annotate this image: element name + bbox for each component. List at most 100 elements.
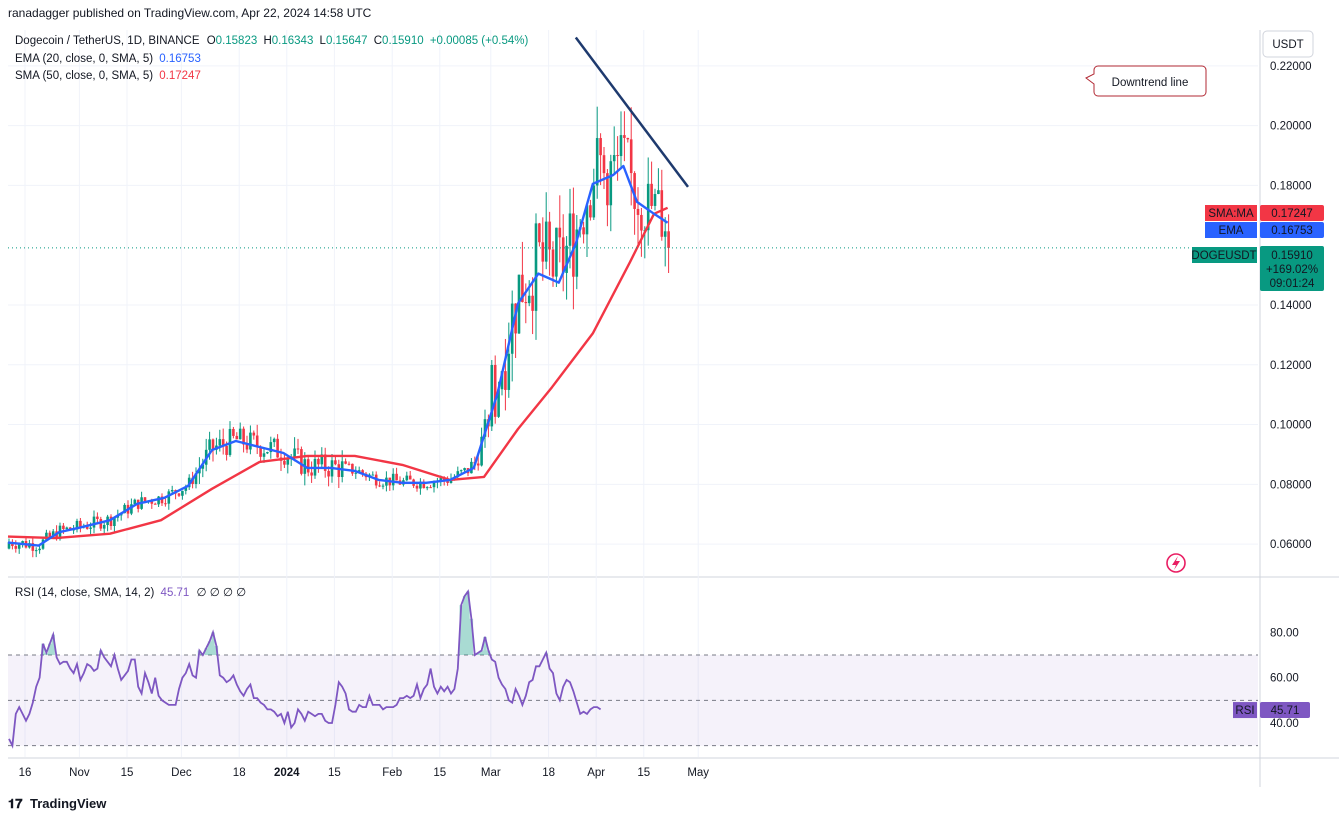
candle-body bbox=[344, 461, 347, 464]
candle-body bbox=[459, 470, 463, 472]
symbol-tag-bg bbox=[1192, 247, 1257, 263]
price-tag-bg bbox=[1260, 246, 1324, 291]
symbol-label[interactable]: Dogecoin / TetherUS, 1D, BINANCE bbox=[15, 35, 200, 47]
time-tick-label: 18 bbox=[542, 767, 555, 779]
candle-body bbox=[14, 546, 18, 549]
candle-body bbox=[548, 221, 551, 250]
rsi-tick-label: 80.00 bbox=[1270, 627, 1299, 639]
flash-icon-bolt bbox=[1172, 556, 1180, 570]
candle-body bbox=[507, 353, 511, 390]
currency-label: USDT bbox=[1272, 39, 1303, 51]
candle-body bbox=[143, 497, 147, 502]
candle-body bbox=[306, 459, 310, 473]
candle-body bbox=[252, 432, 256, 436]
downtrend-line[interactable] bbox=[574, 36, 689, 188]
candle-body bbox=[660, 190, 664, 237]
sma-tag-value: 0.17247 bbox=[1271, 208, 1313, 220]
candle-body bbox=[334, 460, 337, 465]
candle-body bbox=[395, 473, 398, 481]
time-tick-label: Feb bbox=[382, 767, 402, 779]
candle-body bbox=[276, 438, 279, 458]
candle-body bbox=[201, 464, 205, 469]
candle-body bbox=[296, 448, 300, 450]
candle-body bbox=[589, 205, 592, 218]
time-tick-label: 16 bbox=[19, 767, 32, 779]
candle-body bbox=[184, 487, 188, 491]
candle-body bbox=[255, 435, 259, 448]
candle-body bbox=[351, 463, 354, 474]
sma-legend[interactable]: SMA (50, close, 0, SMA, 5) 0.17247 bbox=[15, 70, 201, 82]
candle-body bbox=[561, 237, 565, 273]
candle-body bbox=[527, 295, 531, 304]
candle-body bbox=[181, 490, 184, 496]
candle-body bbox=[626, 137, 630, 140]
currency-button[interactable] bbox=[1262, 30, 1314, 58]
change-percent: +169.02% bbox=[1266, 264, 1318, 276]
annotation-callout[interactable] bbox=[1085, 65, 1207, 97]
candle-body bbox=[504, 371, 507, 390]
rsi-legend[interactable]: RSI (14, close, SMA, 14, 2) 45.71 ∅ ∅ ∅ … bbox=[15, 587, 247, 599]
candle-body bbox=[317, 458, 320, 465]
candle-body bbox=[75, 520, 79, 530]
candle-body bbox=[531, 295, 534, 311]
rsi-name-bg bbox=[1233, 702, 1257, 719]
change-value: +0.00085 (+0.54%) bbox=[429, 35, 529, 47]
candle-body bbox=[650, 183, 653, 206]
candle-body bbox=[419, 481, 422, 489]
candle-body bbox=[96, 516, 99, 519]
close-value: 0.15910 bbox=[382, 35, 424, 47]
candle-body bbox=[612, 155, 616, 162]
candle-body bbox=[446, 480, 449, 483]
candle-body bbox=[378, 485, 381, 487]
low-value: 0.15647 bbox=[325, 35, 368, 47]
candle-body bbox=[269, 442, 273, 453]
candle-body bbox=[653, 194, 657, 206]
last-price-value: 0.15910 bbox=[1271, 250, 1313, 262]
candle-body bbox=[619, 135, 623, 157]
candle-body bbox=[663, 231, 667, 237]
ema-20-line bbox=[7, 164, 669, 547]
open-value: 0.15823 bbox=[215, 35, 258, 47]
candle-body bbox=[167, 491, 171, 504]
candle-body bbox=[221, 439, 225, 446]
candle-body bbox=[408, 475, 412, 480]
candle-body bbox=[218, 439, 222, 446]
candle-body bbox=[415, 485, 419, 489]
annotation-text: Downtrend line bbox=[1112, 77, 1189, 89]
candle-body bbox=[616, 155, 619, 157]
candle-body bbox=[109, 516, 113, 527]
candle-body bbox=[551, 249, 555, 277]
ema-tag-value: 0.16753 bbox=[1271, 225, 1313, 237]
candle-body bbox=[232, 428, 235, 436]
candle-body bbox=[521, 274, 524, 303]
rsi-line bbox=[8, 589, 602, 749]
candle-body bbox=[422, 481, 426, 489]
candle-body bbox=[293, 448, 296, 457]
candle-body bbox=[565, 245, 568, 273]
ema-tag-name-bg bbox=[1205, 222, 1257, 238]
tradingview-logo[interactable]: 𝟏𝟕 TradingView bbox=[8, 796, 107, 811]
flash-icon[interactable] bbox=[1166, 553, 1186, 573]
candle-body bbox=[629, 139, 633, 174]
candle-body bbox=[595, 138, 599, 186]
candle-body bbox=[133, 499, 137, 505]
candle-body bbox=[544, 221, 548, 262]
candle-body bbox=[89, 527, 92, 529]
candle-body bbox=[160, 496, 164, 504]
ema-legend[interactable]: EMA (20, close, 0, SMA, 5) 0.16753 bbox=[15, 53, 201, 65]
candle-body bbox=[354, 472, 358, 474]
candle-body bbox=[602, 155, 606, 174]
candle-body bbox=[310, 472, 313, 476]
candle-body bbox=[490, 364, 494, 427]
candle-body bbox=[31, 543, 35, 551]
price-tick-label: 0.10000 bbox=[1270, 420, 1312, 432]
candle-body bbox=[286, 458, 290, 465]
candle-body bbox=[194, 473, 198, 484]
candle-body bbox=[51, 531, 55, 537]
price-tick-label: 0.06000 bbox=[1270, 539, 1312, 551]
rsi-value-bg bbox=[1260, 702, 1310, 719]
candle-body bbox=[259, 447, 262, 457]
sma-tag-name: SMA:MA bbox=[1208, 208, 1254, 220]
candle-body bbox=[599, 138, 602, 156]
candle-body bbox=[449, 479, 453, 483]
